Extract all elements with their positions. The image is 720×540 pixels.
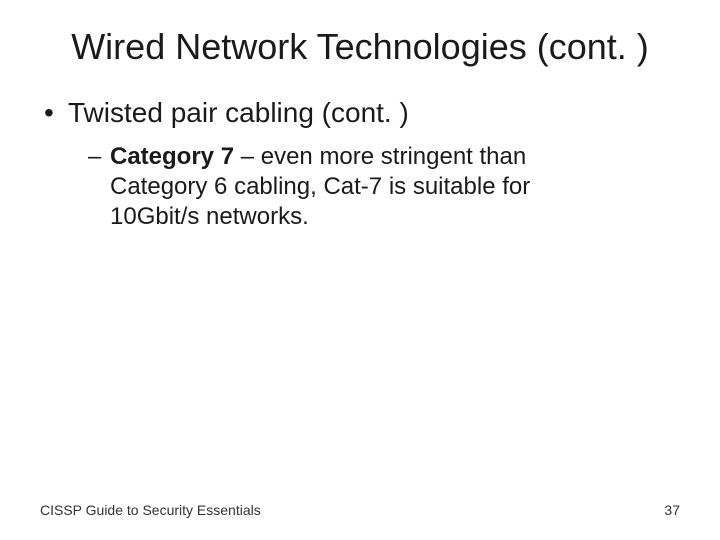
bullet-level-1: • Twisted pair cabling (cont. ) — [40, 95, 680, 130]
bullet-bold-lead: Category 7 — [110, 143, 234, 170]
slide: Wired Network Technologies (cont. ) • Tw… — [0, 0, 720, 540]
bullet-marker: • — [40, 95, 68, 130]
bullet-marker: – — [88, 142, 110, 232]
footer-left: CISSP Guide to Security Essentials — [40, 502, 261, 518]
page-number: 37 — [664, 502, 680, 518]
footer: CISSP Guide to Security Essentials 37 — [40, 502, 680, 518]
bullet-text: Twisted pair cabling (cont. ) — [68, 95, 409, 130]
bullet-level-2: – Category 7 – even more stringent than … — [88, 142, 608, 232]
page-title: Wired Network Technologies (cont. ) — [40, 26, 680, 67]
bullet-text: Category 7 – even more stringent than Ca… — [110, 142, 608, 232]
